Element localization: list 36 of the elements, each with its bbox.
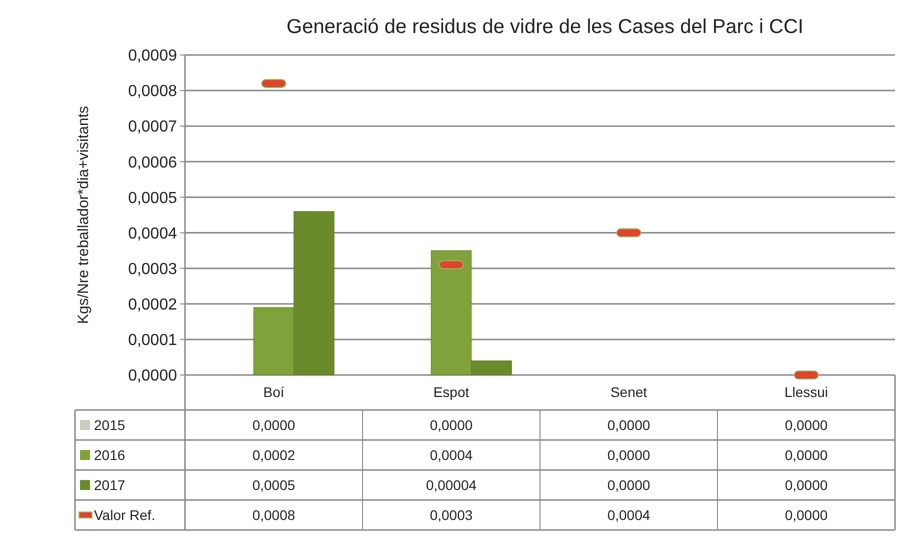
data-label: 0,0003 — [430, 506, 473, 523]
data-label: 0,0000 — [607, 416, 650, 433]
x-tick-label: Boí — [263, 384, 284, 400]
data-label: 0,0000 — [784, 506, 828, 523]
data-label: 0,0005 — [252, 476, 296, 493]
y-tick-label: 0,0004 — [128, 225, 178, 242]
x-tick-label: Espot — [433, 384, 470, 400]
y-tick-label: 0,0008 — [128, 83, 178, 100]
chart-title: Generació de residus de vidre de les Cases del Parc i CCI — [286, 16, 804, 38]
y-tick-label: 0,0006 — [128, 154, 178, 172]
data-label: 0,00004 — [426, 476, 477, 493]
y-tick-label: 0,0002 — [128, 296, 178, 314]
data-label: 0,0000 — [784, 476, 828, 493]
y-tick-label: 0,0003 — [128, 260, 178, 278]
x-tick-label: Llessui — [784, 384, 828, 400]
data-label: 0,0000 — [607, 446, 650, 463]
data-label: 0,0000 — [252, 416, 296, 433]
y-tick-label: 0,0001 — [128, 332, 178, 350]
data-label: 0,0008 — [252, 506, 296, 523]
legend-label: 2017 — [94, 476, 126, 493]
legend-label: Valor Ref. — [94, 506, 156, 523]
data-label: 0,0004 — [607, 506, 650, 523]
y-tick-label: 0,0009 — [128, 48, 178, 65]
x-tick-label: Senet — [610, 384, 648, 400]
data-label: 0,0002 — [252, 446, 296, 463]
data-label: 0,0000 — [784, 446, 828, 463]
y-tick-label: 0,0007 — [128, 118, 178, 136]
y-axis-title: Kgs/Nre treballador*dia+visitants — [75, 106, 92, 324]
data-label: 0,0000 — [430, 416, 473, 433]
legend-label: 2016 — [94, 446, 126, 463]
data-label: 0,0004 — [430, 446, 473, 463]
data-label: 0,0000 — [607, 476, 650, 493]
y-tick-label: 0,0000 — [128, 368, 178, 385]
legend-label: 2015 — [94, 416, 126, 433]
y-tick-label: 0,0005 — [128, 190, 178, 207]
data-label: 0,0000 — [784, 416, 828, 433]
